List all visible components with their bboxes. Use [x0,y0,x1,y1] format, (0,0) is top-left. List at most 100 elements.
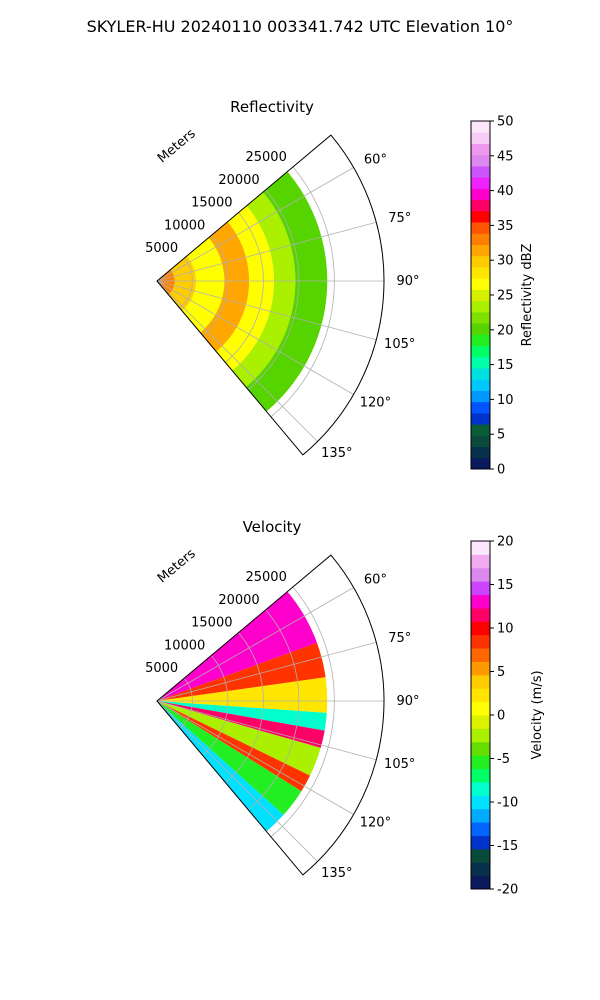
colorbar-swatch [471,222,490,234]
range-tick-label: 15000 [191,196,232,211]
azimuth-tick-label: 120° [360,396,391,411]
azimuth-tick-label: 75° [388,631,411,646]
colorbar-tick-label: 5 [497,665,505,680]
colorbar-swatch [471,755,490,770]
colorbar-swatch [471,741,490,756]
colorbar-swatch [471,379,490,391]
range-grid-arc [202,655,229,756]
azimuth-tick-label: 135° [321,446,352,461]
colorbar-swatch [471,688,490,703]
colorbar-swatch [471,233,490,245]
velocity-sector [157,701,284,832]
colorbar-swatch [471,367,490,380]
colorbar-swatch [471,300,490,313]
azimuth-tick-label: 60° [364,153,387,168]
range-grid-arc [225,212,264,363]
colorbar-tick-label: 10 [497,622,514,637]
range-grid-arc [270,166,335,418]
colorbar-swatch [471,435,490,448]
colorbar-swatch [471,648,490,662]
colorbar-swatch [471,808,490,823]
colorbar-swatch [471,143,490,156]
colorbar-swatch [471,424,490,436]
colorbar-swatch [471,701,490,716]
range-tick-label: 20000 [218,593,259,608]
range-tick-label: 5000 [145,661,178,676]
colorbar-tick-label: 40 [497,184,514,199]
reflectivity-colorbar-label: Reflectivity dBZ [520,244,535,347]
colorbar-tick-label: 20 [497,323,514,338]
colorbar-tick-label: 5 [497,428,505,443]
azimuth-tick-label: 90° [396,694,419,709]
colorbar-swatch [471,781,490,796]
azimuth-tick-label: 135° [321,866,352,881]
azimuth-tick-label: 60° [364,573,387,588]
range-grid-arc [202,235,229,336]
range-grid-arc [270,586,335,838]
reflectivity-band [232,192,296,387]
colorbar-swatch [471,165,490,178]
colorbar-swatch [471,822,490,836]
colorbar-swatch [471,848,490,863]
colorbar-swatch [471,323,490,335]
azimuth-tick-label: 90° [396,274,419,289]
colorbar-swatch [471,607,490,622]
azimuth-grid-line [156,221,377,282]
velocity-sector [157,677,328,713]
reflectivity-plot: 60° 75° 90° 105° 120° 135° 5000 10000 15000 20000… [145,126,419,461]
colorbar-swatch [471,356,490,369]
reflectivity-band [245,171,328,412]
colorbar-swatch [471,715,490,729]
reflectivity-band [182,237,225,333]
velocity-sector [157,701,311,792]
velocity-sector [157,701,302,815]
polar-frame [156,134,385,456]
colorbar-swatch [471,661,490,676]
colorbar-tick-label: -5 [497,752,510,767]
colorbar-swatch [471,188,490,201]
colorbar-swatch [471,446,490,459]
velocity-title: Velocity [243,518,302,536]
colorbar-swatch [471,177,490,189]
colorbar-tick-label: 0 [497,463,505,478]
colorbar-swatch [471,345,490,358]
colorbar-swatch [471,594,490,609]
colorbar-tick-label: -15 [497,839,518,854]
colorbar-swatch [471,244,490,257]
colorbar-swatch [471,581,490,596]
colorbar-tick-label: -20 [497,883,518,898]
colorbar-tick-label: 15 [497,578,514,593]
azimuth-tick-label: 105° [384,337,415,352]
colorbar-swatch [471,457,490,470]
colorbar-swatch [471,255,490,268]
range-grid-arc [247,609,300,810]
range-axis-label: Meters [155,546,199,586]
colorbar-swatch [471,621,490,636]
colorbar-tick-label: 35 [497,219,514,234]
velocity-colorbar-label: Velocity (m/s) [530,670,545,759]
azimuth-grid-line [156,587,354,702]
range-grid-arc [225,632,264,783]
velocity-colorbar: Velocity (m/s) -20 -15 -10 -5 0 5 10 15 20 [470,535,545,898]
colorbar-swatch [471,795,490,810]
azimuth-grid-line [156,280,354,395]
colorbar-tick-label: 10 [497,393,514,408]
range-axis-label: Meters [155,126,199,166]
azimuth-grid-line [156,700,354,815]
colorbar-swatch [471,311,490,324]
range-tick-label: 10000 [164,638,205,653]
velocity-sector [157,642,326,701]
reflectivity-band [216,205,275,371]
colorbar-swatch [471,401,490,414]
colorbar-swatch [471,210,490,223]
range-tick-label: 10000 [164,218,205,233]
velocity-panel: Velocity 60° 75° 90° 105° 120° 135° 5000 10000 1… [145,518,545,898]
azimuth-grid-line [156,280,318,442]
figure-title: SKYLER-HU 20240110 003341.742 UTC Elevat… [87,17,514,36]
velocity-sector [157,701,325,748]
azimuth-grid-line [156,641,377,702]
colorbar-tick-label: 20 [497,535,514,550]
colorbar-tick-label: 15 [497,358,514,373]
colorbar-swatch [471,412,490,425]
